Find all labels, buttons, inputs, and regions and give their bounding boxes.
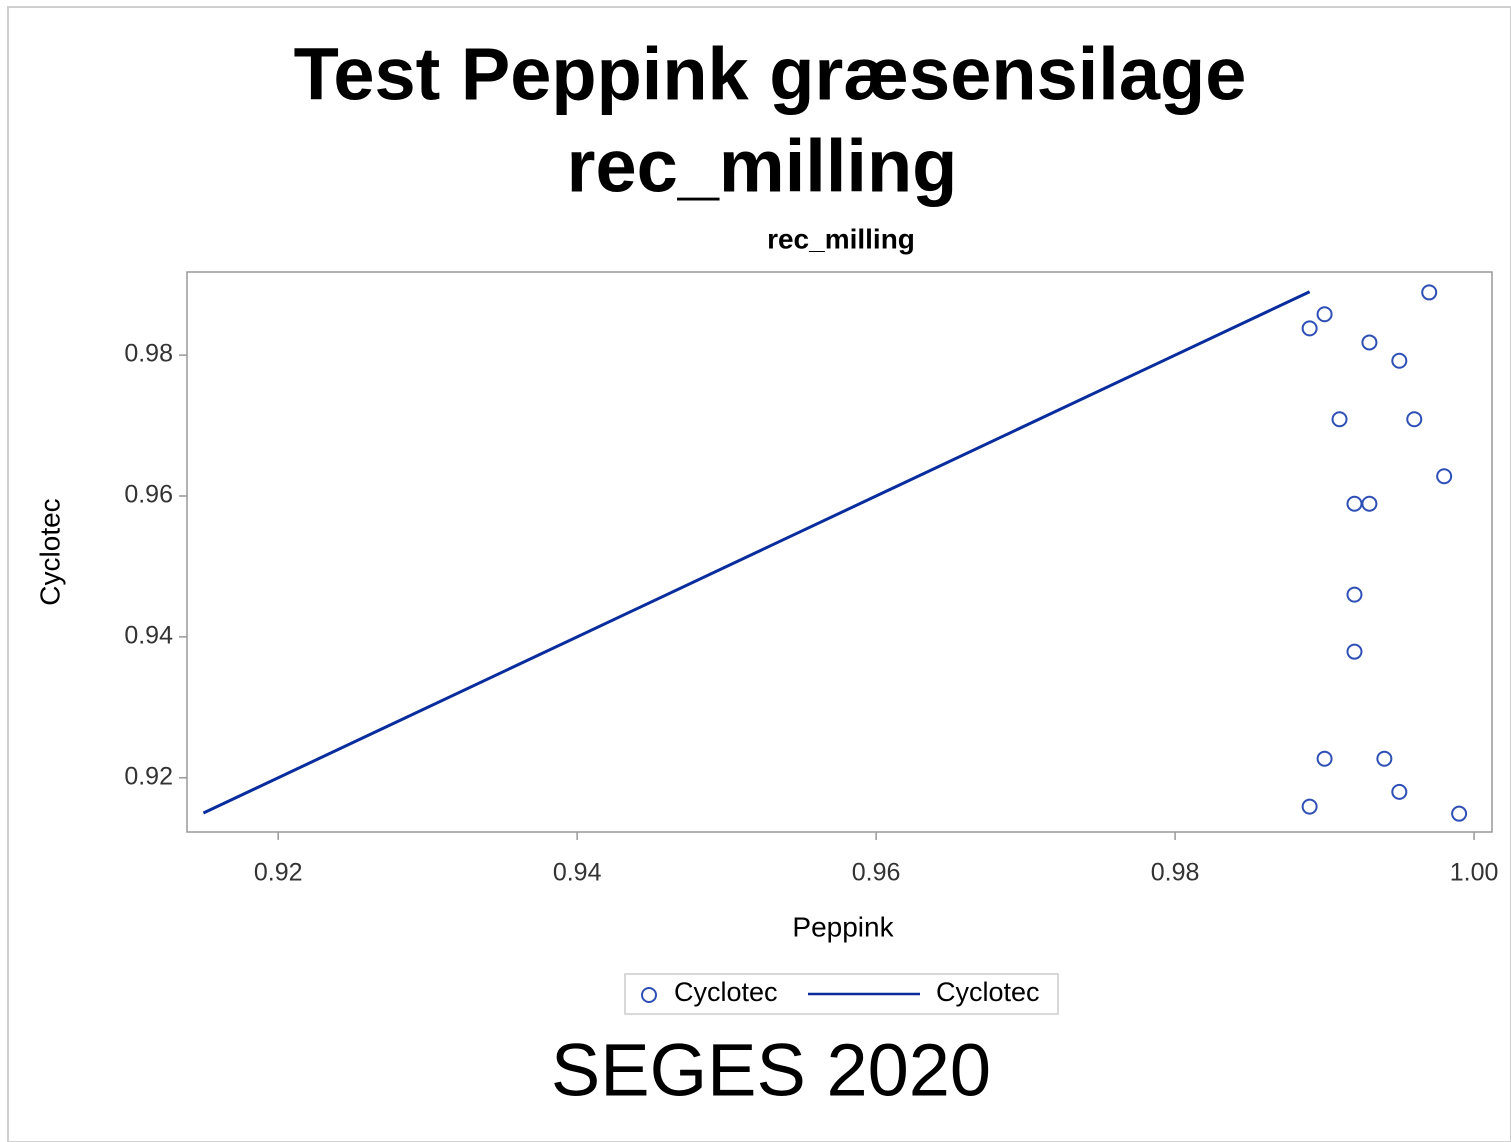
y-tick-label: 0.98 bbox=[124, 340, 173, 368]
chart-title: rec_milling bbox=[567, 125, 958, 208]
marker bbox=[1346, 643, 1363, 660]
y-tick-label: 0.94 bbox=[124, 621, 173, 649]
legend-label: Cyclotec bbox=[936, 977, 1040, 1007]
marker bbox=[1316, 750, 1333, 767]
marker bbox=[1436, 468, 1453, 485]
y-tick-label: 0.96 bbox=[124, 481, 173, 509]
marker bbox=[1451, 805, 1468, 822]
y-axis-label: Cyclotec bbox=[34, 498, 65, 605]
marker bbox=[1376, 750, 1393, 767]
legend-label: Cyclotec bbox=[674, 977, 778, 1007]
marker bbox=[1391, 352, 1408, 369]
x-axis-label: Peppink bbox=[792, 911, 894, 942]
marker bbox=[1346, 586, 1363, 603]
x-tick-label: 1.00 bbox=[1450, 859, 1499, 887]
x-tick-label: 0.98 bbox=[1151, 859, 1200, 887]
marker bbox=[1316, 306, 1333, 323]
y-tick-label: 0.92 bbox=[124, 762, 173, 790]
page-border bbox=[7, 6, 1511, 1142]
chart-subtitle: rec_milling bbox=[767, 223, 915, 254]
line bbox=[202, 290, 1311, 815]
marker bbox=[1301, 798, 1318, 815]
legend-swatch bbox=[641, 987, 657, 1003]
x-tick-label: 0.96 bbox=[852, 859, 901, 887]
marker bbox=[1301, 320, 1318, 337]
marker bbox=[1406, 411, 1423, 428]
marker bbox=[1421, 284, 1438, 301]
marker bbox=[1361, 495, 1378, 512]
footnote: SEGES 2020 bbox=[551, 1029, 991, 1112]
marker bbox=[1391, 783, 1408, 800]
x-tick-label: 0.92 bbox=[254, 859, 303, 887]
marker bbox=[1331, 411, 1348, 428]
plot-frame bbox=[186, 271, 1493, 833]
x-tick-label: 0.94 bbox=[553, 859, 602, 887]
marker bbox=[1361, 334, 1378, 351]
chart-title: Test Peppink græsensilage bbox=[294, 33, 1247, 116]
